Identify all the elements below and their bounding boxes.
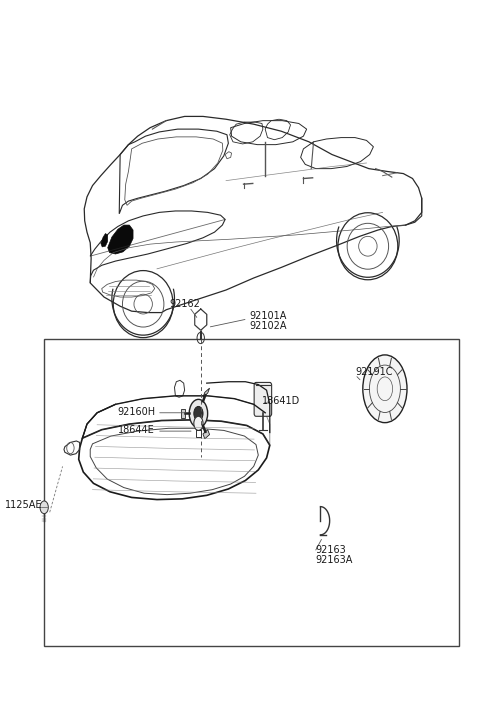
FancyBboxPatch shape <box>254 382 272 416</box>
Polygon shape <box>203 388 210 397</box>
Polygon shape <box>101 233 108 247</box>
Text: 92101A: 92101A <box>249 311 287 321</box>
Polygon shape <box>203 430 210 439</box>
Circle shape <box>194 416 203 431</box>
Text: 1125AE: 1125AE <box>5 501 43 510</box>
Circle shape <box>40 501 48 514</box>
Text: 92163: 92163 <box>315 544 346 555</box>
Polygon shape <box>108 225 133 254</box>
Text: 18641D: 18641D <box>262 396 300 406</box>
Text: 92102A: 92102A <box>249 321 287 331</box>
Circle shape <box>194 407 203 421</box>
Polygon shape <box>181 409 185 418</box>
Circle shape <box>189 399 208 428</box>
Text: 92162: 92162 <box>169 299 200 309</box>
Text: 18644E: 18644E <box>119 426 155 436</box>
Circle shape <box>363 355 407 423</box>
Text: 92163A: 92163A <box>315 555 352 565</box>
Text: 92160H: 92160H <box>117 407 155 417</box>
Polygon shape <box>195 309 207 330</box>
Text: 92191C: 92191C <box>355 367 393 377</box>
